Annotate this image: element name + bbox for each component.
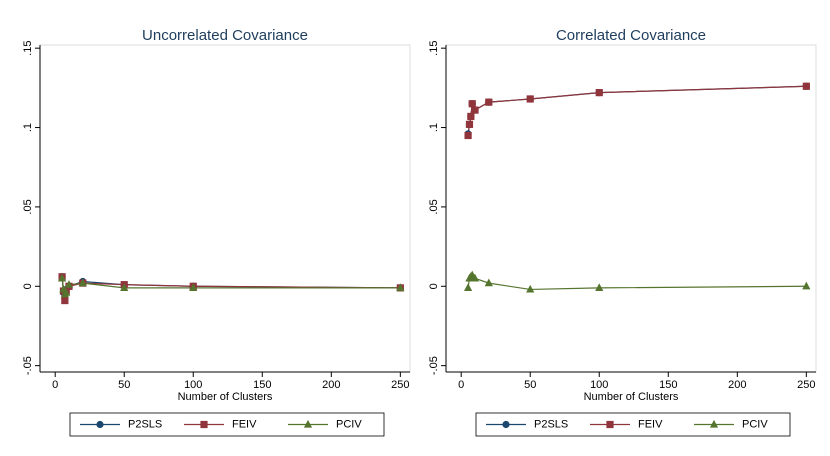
data-point [396, 283, 405, 291]
y-tick-label: 0 [22, 283, 34, 289]
x-tick-label: 200 [322, 379, 340, 391]
y-tick-label: .05 [22, 199, 34, 214]
data-point [120, 283, 129, 291]
data-point [78, 278, 87, 287]
data-point [64, 280, 74, 288]
y-tick-label: .15 [22, 41, 34, 56]
chart-title: Uncorrelated Covariance [142, 27, 308, 44]
legend-marker [709, 419, 719, 428]
legend-marker [502, 420, 510, 429]
chart-title: Correlated Covariance [556, 27, 706, 44]
data-point [595, 89, 603, 97]
x-tick-label: 100 [590, 379, 608, 391]
x-tick-label: 0 [458, 379, 464, 391]
legend-label: PCIV [742, 418, 768, 430]
x-tick-label: 150 [659, 379, 677, 391]
x-tick-label: 0 [52, 379, 58, 391]
x-tick-label: 50 [524, 379, 536, 391]
x-tick-label: 200 [728, 379, 746, 391]
data-point [526, 284, 535, 293]
data-point [470, 273, 480, 282]
data-point [463, 283, 473, 291]
legend-box [69, 412, 385, 437]
legend-label: FEIV [232, 418, 257, 430]
data-point [468, 100, 476, 108]
legend-marker [606, 420, 614, 429]
y-tick-label: .1 [22, 123, 34, 132]
plot-frame [445, 44, 817, 373]
data-point [467, 112, 475, 121]
legend-box [475, 412, 791, 437]
data-point [189, 283, 198, 291]
legend-label: P2SLS [534, 418, 568, 430]
data-point [802, 281, 811, 290]
y-tick-label: -.05 [428, 356, 440, 375]
legend-marker [200, 420, 208, 429]
y-tick-label: 0 [428, 283, 440, 289]
x-axis-label: Number of Clusters [584, 391, 679, 403]
y-tick-label: .05 [428, 199, 440, 214]
y-tick-label: .15 [428, 41, 440, 56]
x-tick-label: 100 [184, 379, 202, 391]
data-point [484, 278, 493, 287]
x-tick-label: 250 [797, 379, 815, 391]
x-tick-label: 150 [253, 379, 271, 391]
data-point [471, 106, 479, 114]
x-axis-label: Number of Clusters [178, 391, 273, 403]
y-tick-label: .1 [428, 123, 440, 132]
data-point [802, 82, 810, 90]
data-point [526, 95, 534, 103]
legend-label: PCIV [336, 418, 362, 430]
data-point [464, 131, 472, 140]
legend-label: P2SLS [128, 418, 162, 430]
x-tick-label: 250 [391, 379, 409, 391]
data-point [485, 98, 493, 106]
y-tick-label: -.05 [22, 356, 34, 375]
data-point [57, 273, 67, 282]
legend-marker [96, 420, 104, 429]
legend-label: FEIV [638, 418, 663, 430]
plot-frame [39, 44, 411, 373]
data-point [595, 283, 604, 291]
data-point [61, 296, 69, 305]
legend-marker [303, 419, 313, 428]
x-tick-label: 50 [118, 379, 130, 391]
data-point [62, 288, 71, 296]
data-point [465, 120, 474, 128]
